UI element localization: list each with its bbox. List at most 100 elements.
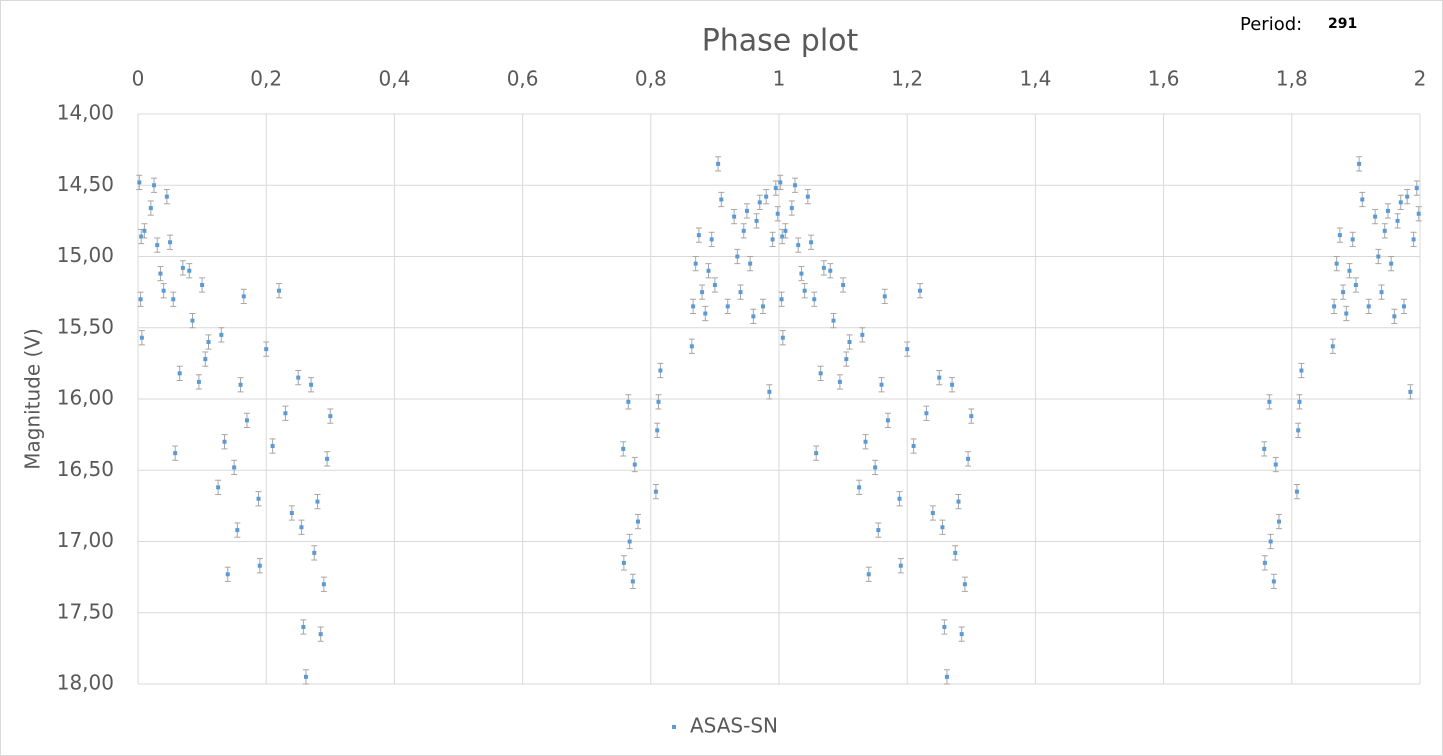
data-point <box>1353 283 1358 287</box>
data-point <box>805 194 810 199</box>
data-point <box>744 208 749 213</box>
data-point <box>764 194 769 199</box>
data-point <box>924 411 929 416</box>
data-point <box>1357 161 1362 166</box>
data-point <box>841 283 846 287</box>
data-point <box>1379 290 1384 295</box>
legend-label: ASAS-SN <box>690 714 778 738</box>
data-point <box>873 465 878 470</box>
data-point <box>155 243 160 248</box>
data-point <box>1262 560 1267 565</box>
data-point <box>309 382 314 387</box>
data-point <box>725 304 730 309</box>
data-point <box>860 332 865 337</box>
data-point <box>328 414 333 419</box>
data-point <box>898 563 903 568</box>
y-tick-label: 15,50 <box>57 314 114 338</box>
data-point <box>897 496 902 501</box>
data-point <box>299 525 304 530</box>
data-point <box>789 206 794 211</box>
data-point <box>277 288 282 293</box>
data-point <box>693 261 698 266</box>
data-point <box>187 268 192 273</box>
data-point <box>1395 218 1400 223</box>
data-point <box>969 414 974 419</box>
data-point <box>814 451 819 456</box>
data-point <box>882 294 887 299</box>
data-point <box>953 550 958 555</box>
data-point <box>930 511 935 515</box>
chart-title: Phase plot <box>702 24 859 59</box>
data-point <box>168 240 173 245</box>
data-point <box>812 297 817 302</box>
data-point <box>1398 200 1403 205</box>
data-point <box>940 525 945 530</box>
data-point <box>937 375 942 380</box>
data-point <box>847 340 852 344</box>
data-point <box>1405 194 1410 199</box>
x-tick-label: 1,8 <box>1276 67 1308 91</box>
data-point <box>719 197 724 202</box>
data-point <box>244 418 249 423</box>
data-point <box>206 340 211 344</box>
data-point <box>966 456 971 461</box>
data-point <box>630 579 635 584</box>
data-point <box>180 265 185 270</box>
data-point <box>783 228 788 233</box>
data-point <box>905 347 910 352</box>
data-point <box>171 297 176 302</box>
data-point <box>318 632 323 637</box>
data-point <box>1334 261 1339 266</box>
data-point <box>844 357 849 362</box>
data-point <box>238 382 243 387</box>
data-point <box>709 237 714 242</box>
x-tick-label: 1,2 <box>891 67 923 91</box>
data-point <box>241 294 246 299</box>
data-point <box>1401 304 1406 309</box>
period-label: Period: <box>1240 14 1302 35</box>
x-tick-label: 2 <box>1414 67 1427 91</box>
x-tick-label: 1 <box>773 67 786 91</box>
data-point <box>1344 311 1349 316</box>
data-point <box>754 218 759 223</box>
data-point <box>779 297 784 302</box>
data-point <box>911 444 916 449</box>
data-point <box>161 288 166 293</box>
data-point <box>1296 428 1301 433</box>
data-point <box>1360 197 1365 202</box>
data-point <box>700 290 705 295</box>
data-point <box>735 254 740 259</box>
data-point <box>315 499 320 504</box>
data-point <box>691 304 696 309</box>
data-point <box>177 371 182 376</box>
data-point <box>222 439 227 444</box>
data-point <box>780 335 785 340</box>
data-point <box>703 311 708 316</box>
data-point <box>831 318 836 323</box>
data-point <box>1341 290 1346 295</box>
data-point <box>757 200 762 205</box>
period-value: 291 <box>1328 16 1357 32</box>
data-point <box>627 539 632 544</box>
data-point <box>289 511 294 515</box>
data-point <box>200 283 205 287</box>
data-point <box>793 183 798 188</box>
data-point <box>658 368 663 373</box>
y-tick-label: 16,00 <box>57 386 114 410</box>
data-point <box>270 444 275 449</box>
data-point <box>802 288 807 293</box>
data-point <box>944 674 949 679</box>
data-point <box>256 496 261 501</box>
data-point <box>767 389 772 394</box>
data-point <box>138 297 143 302</box>
x-tick-label: 0 <box>132 67 145 91</box>
data-point <box>303 674 308 679</box>
data-point <box>653 489 658 494</box>
data-point <box>778 180 783 185</box>
data-point <box>942 625 947 629</box>
data-point <box>655 428 660 433</box>
data-point <box>1271 579 1276 584</box>
data-point <box>689 344 694 349</box>
data-point <box>876 528 881 533</box>
